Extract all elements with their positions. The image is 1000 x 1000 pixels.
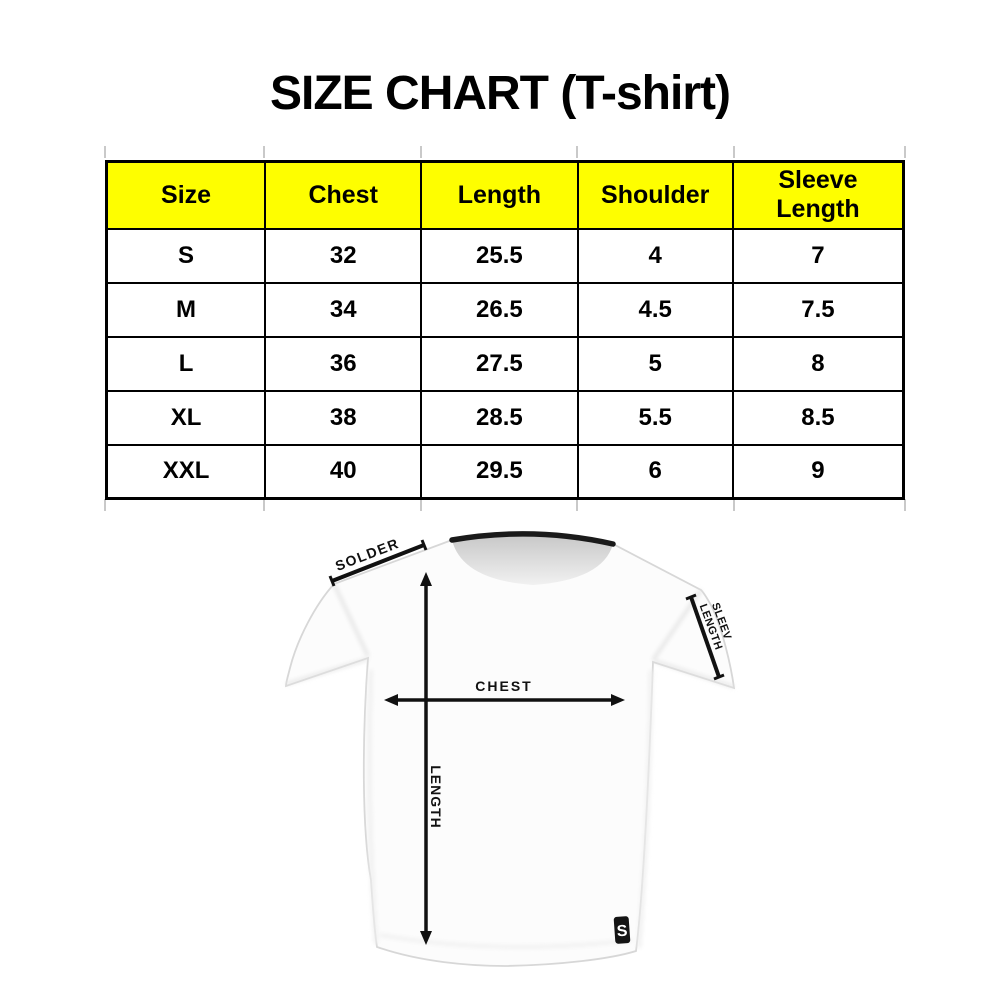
size-cell: M	[105, 281, 267, 338]
length-label: LENGTH	[428, 765, 444, 829]
gridline-stub	[576, 146, 578, 158]
size-row-xxl: XXL 40 29.5 6 9	[105, 443, 905, 500]
value-cell: 40	[264, 443, 423, 500]
value-cell: 5	[576, 335, 734, 392]
gridline-stub	[263, 146, 265, 158]
gridline-stub	[420, 499, 422, 511]
value-cell: 32	[264, 227, 423, 284]
size-table-header-row: Size Chest Length Shoulder Sleeve Length	[105, 160, 905, 230]
value-cell: 7	[731, 227, 905, 284]
value-cell: 28.5	[420, 389, 579, 446]
value-cell: 26.5	[420, 281, 579, 338]
value-cell: 5.5	[576, 389, 734, 446]
column-header-sleeve-length: Sleeve Length	[731, 160, 905, 230]
size-cell: XXL	[105, 443, 267, 500]
chest-label: CHEST	[475, 678, 532, 694]
length-measure-arrow	[420, 572, 432, 945]
column-header-size: Size	[105, 160, 267, 230]
brand-tag-letter: S	[616, 923, 628, 941]
tshirt-silhouette	[285, 533, 736, 967]
size-cell: XL	[105, 389, 267, 446]
column-header-length: Length	[420, 160, 579, 230]
chest-measure-arrow	[384, 694, 625, 706]
size-table: Size Chest Length Shoulder Sleeve Length S 32…	[105, 160, 905, 500]
value-cell: 8.5	[731, 389, 905, 446]
value-cell: 8	[731, 335, 905, 392]
gridline-stub	[733, 499, 735, 511]
size-row-m: M 34 26.5 4.5 7.5	[105, 281, 905, 338]
value-cell: 29.5	[420, 443, 579, 500]
gridline-stub	[904, 146, 906, 158]
gridline-stub	[733, 146, 735, 158]
value-cell: 27.5	[420, 335, 579, 392]
size-cell: L	[105, 335, 267, 392]
gridline-stub	[104, 499, 106, 511]
value-cell: 36	[264, 335, 423, 392]
gridline-stub	[420, 146, 422, 158]
column-header-shoulder: Shoulder	[576, 160, 734, 230]
size-cell: S	[105, 227, 267, 284]
sleeve-measure-line	[685, 593, 725, 681]
size-row-s: S 32 25.5 4 7	[105, 227, 905, 284]
value-cell: 34	[264, 281, 423, 338]
gridline-stub	[904, 499, 906, 511]
column-header-chest: Chest	[264, 160, 423, 230]
value-cell: 9	[731, 443, 905, 500]
size-row-l: L 36 27.5 5 8	[105, 335, 905, 392]
neck-opening	[452, 535, 613, 585]
value-cell: 6	[576, 443, 734, 500]
shoulder-measure-line	[328, 539, 428, 587]
gridline-stub	[263, 499, 265, 511]
page-title: SIZE CHART (T-shirt)	[270, 67, 731, 120]
value-cell: 7.5	[731, 281, 905, 338]
brand-tag: S	[613, 916, 631, 944]
gridline-stub	[104, 146, 106, 158]
size-row-xl: XL 38 28.5 5.5 8.5	[105, 389, 905, 446]
value-cell: 4.5	[576, 281, 734, 338]
value-cell: 25.5	[420, 227, 579, 284]
value-cell: 4	[576, 227, 734, 284]
collar	[449, 531, 616, 547]
gridline-stub	[576, 499, 578, 511]
tshirt-measurement-diagram: SOLDER SLEEV LENGTH CHEST LENGTH S	[285, 531, 736, 967]
value-cell: 38	[264, 389, 423, 446]
